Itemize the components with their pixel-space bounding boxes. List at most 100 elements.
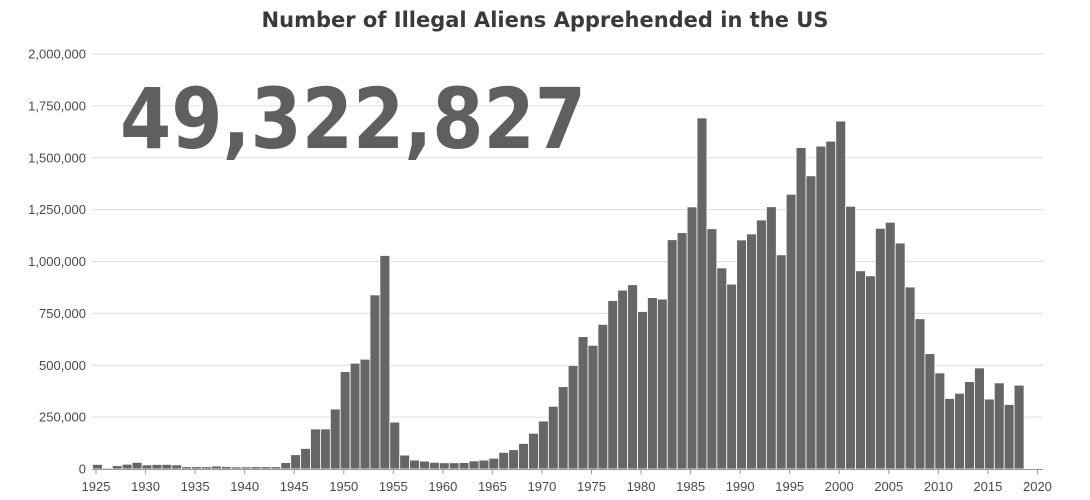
bar-1951 bbox=[349, 362, 361, 470]
bar-1935 bbox=[191, 466, 202, 470]
bar-1962 bbox=[458, 462, 470, 470]
bar-1970 bbox=[538, 420, 549, 470]
x-tick-label: 1975 bbox=[577, 479, 606, 494]
y-tick-label: 1,750,000 bbox=[28, 98, 86, 113]
bar-1957 bbox=[409, 459, 420, 470]
bar-1941 bbox=[250, 466, 262, 470]
bar-1973 bbox=[567, 365, 579, 470]
bar-1966 bbox=[498, 451, 510, 470]
x-tick-label: 1990 bbox=[726, 479, 755, 494]
x-tick-label: 1950 bbox=[329, 479, 358, 494]
bar-2012 bbox=[954, 392, 965, 470]
bar-1968 bbox=[518, 443, 529, 470]
y-tick-label: 0 bbox=[79, 462, 86, 477]
bar-1961 bbox=[448, 462, 460, 470]
bar-2004 bbox=[874, 227, 886, 470]
bar-1942 bbox=[260, 466, 272, 470]
y-tick-label: 250,000 bbox=[39, 410, 86, 425]
bar-1932 bbox=[161, 464, 173, 470]
y-tick-label: 1,500,000 bbox=[28, 150, 86, 165]
bar-1986 bbox=[696, 117, 708, 470]
bar-1985 bbox=[686, 206, 698, 470]
bar-1959 bbox=[429, 461, 440, 470]
bar-1967 bbox=[508, 449, 520, 470]
bar-1960 bbox=[438, 462, 450, 470]
bar-1996 bbox=[795, 147, 807, 470]
bar-2013 bbox=[964, 381, 975, 470]
bar-2005 bbox=[884, 221, 896, 470]
bars bbox=[92, 117, 1025, 470]
bar-1963 bbox=[468, 460, 480, 470]
bar-2011 bbox=[944, 398, 956, 470]
y-tick-label: 1,000,000 bbox=[28, 254, 86, 269]
bar-1982 bbox=[656, 298, 668, 470]
y-tick-label: 1,250,000 bbox=[28, 202, 86, 217]
bar-1933 bbox=[171, 464, 183, 470]
bar-1952 bbox=[359, 358, 371, 470]
bar-1987 bbox=[706, 228, 718, 470]
bar-1972 bbox=[557, 386, 569, 470]
bar-1998 bbox=[815, 145, 827, 470]
x-tick-label: 1995 bbox=[775, 479, 804, 494]
bar-1983 bbox=[666, 239, 678, 470]
bar-2018 bbox=[1013, 384, 1025, 470]
bar-1958 bbox=[419, 460, 430, 470]
bar-1948 bbox=[320, 428, 331, 470]
bar-1928 bbox=[121, 463, 133, 470]
y-axis: 0 250,000 500,000 750,000 1,000,000 1,250,000… bbox=[28, 47, 86, 477]
bar-1980 bbox=[637, 311, 648, 470]
x-axis: 1925 1930 1935 1940 1945 1950 1955 1960 1965 1970… bbox=[82, 469, 1052, 494]
bar-1989 bbox=[726, 283, 738, 470]
bar-1954 bbox=[379, 255, 391, 470]
bar-1929 bbox=[131, 461, 143, 470]
bar-2014 bbox=[974, 367, 985, 470]
bar-1940 bbox=[240, 466, 252, 470]
bar-1975 bbox=[587, 344, 599, 470]
bar-1934 bbox=[181, 466, 193, 470]
bar-1955 bbox=[389, 421, 401, 470]
bar-1993 bbox=[765, 206, 777, 470]
x-tick-label: 1930 bbox=[131, 479, 160, 494]
bar-1979 bbox=[627, 284, 638, 470]
bar-1964 bbox=[478, 459, 490, 470]
bar-1931 bbox=[151, 464, 163, 470]
x-tick-label: 1935 bbox=[181, 479, 210, 494]
bar-1977 bbox=[607, 300, 619, 470]
chart-title: Number of Illegal Aliens Apprehended in … bbox=[262, 8, 829, 32]
bar-1978 bbox=[617, 289, 629, 470]
x-tick-label: 1945 bbox=[280, 479, 309, 494]
bar-2010 bbox=[934, 372, 946, 470]
bar-1992 bbox=[756, 219, 767, 470]
x-tick-label: 2010 bbox=[924, 479, 953, 494]
bar-2006 bbox=[894, 242, 906, 470]
bar-1950 bbox=[339, 371, 351, 470]
bar-1994 bbox=[775, 254, 787, 470]
bar-2009 bbox=[924, 353, 936, 470]
bar-1995 bbox=[785, 193, 797, 470]
x-tick-label: 2000 bbox=[825, 479, 854, 494]
bar-1944 bbox=[280, 462, 292, 470]
bar-1984 bbox=[676, 232, 688, 470]
bar-1937 bbox=[211, 465, 222, 470]
bar-2007 bbox=[904, 286, 916, 470]
bar-1988 bbox=[716, 267, 728, 470]
x-tick-label: 2005 bbox=[874, 479, 903, 494]
bar-2001 bbox=[845, 205, 856, 470]
x-tick-label: 1980 bbox=[627, 479, 656, 494]
bar-1938 bbox=[220, 466, 232, 470]
bar-1981 bbox=[647, 297, 658, 470]
bar-1946 bbox=[300, 448, 311, 470]
bar-2016 bbox=[993, 382, 1005, 470]
x-tick-label: 1925 bbox=[82, 479, 111, 494]
bar-1926 bbox=[102, 467, 113, 470]
bar-1971 bbox=[547, 405, 559, 470]
big-number-total: 49,322,827 bbox=[120, 70, 586, 168]
bar-1969 bbox=[528, 432, 539, 470]
bar-1990 bbox=[736, 239, 747, 470]
bar-1991 bbox=[746, 233, 757, 470]
x-tick-label: 1985 bbox=[676, 479, 705, 494]
bar-1936 bbox=[201, 466, 212, 470]
y-tick-label: 500,000 bbox=[39, 358, 86, 373]
y-tick-label: 2,000,000 bbox=[28, 47, 86, 62]
